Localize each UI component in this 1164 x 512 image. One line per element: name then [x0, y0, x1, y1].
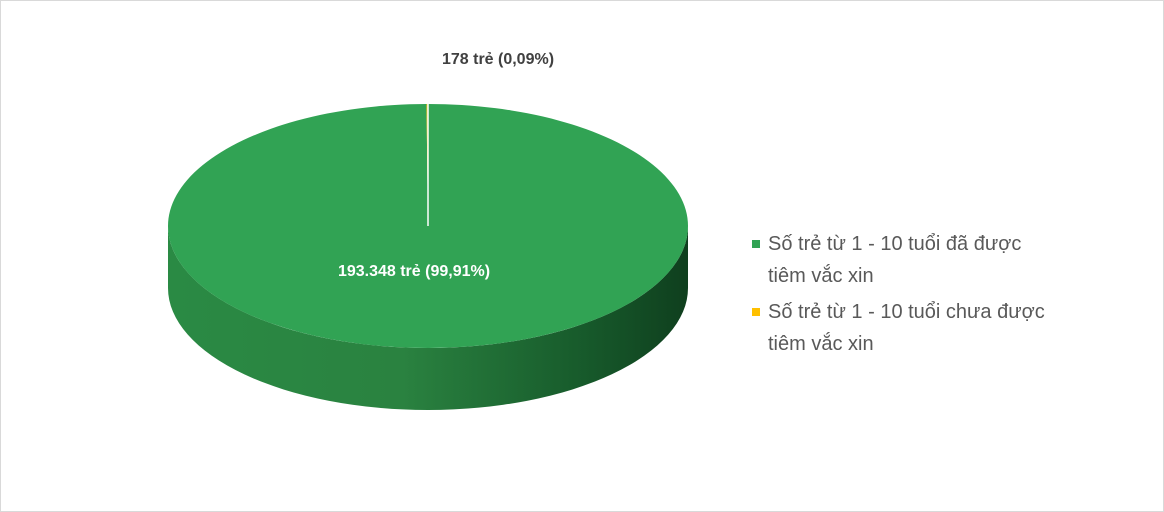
legend-item-vaccinated: Số trẻ từ 1 - 10 tuổi đã được tiêm vắc x…	[752, 228, 1132, 292]
pie-side-wall	[168, 226, 688, 410]
legend-swatch-vaccinated	[752, 240, 760, 248]
chart-legend: Số trẻ từ 1 - 10 tuổi đã được tiêm vắc x…	[752, 228, 1132, 364]
legend-swatch-unvaccinated	[752, 308, 760, 316]
legend-item-unvaccinated: Số trẻ từ 1 - 10 tuổi chưa được tiêm vắc…	[752, 296, 1132, 360]
legend-label-vaccinated-line1: Số trẻ từ 1 - 10 tuổi đã được	[768, 233, 1022, 255]
legend-label-unvaccinated-line2: tiêm vắc xin	[768, 333, 874, 355]
data-label-unvaccinated: 178 trẻ (0,09%)	[442, 51, 554, 68]
legend-label-unvaccinated-line1: Số trẻ từ 1 - 10 tuổi chưa được	[768, 301, 1045, 323]
data-label-vaccinated: 193.348 trẻ (99,91%)	[338, 263, 490, 280]
legend-label-vaccinated-line2: tiêm vắc xin	[768, 265, 874, 287]
